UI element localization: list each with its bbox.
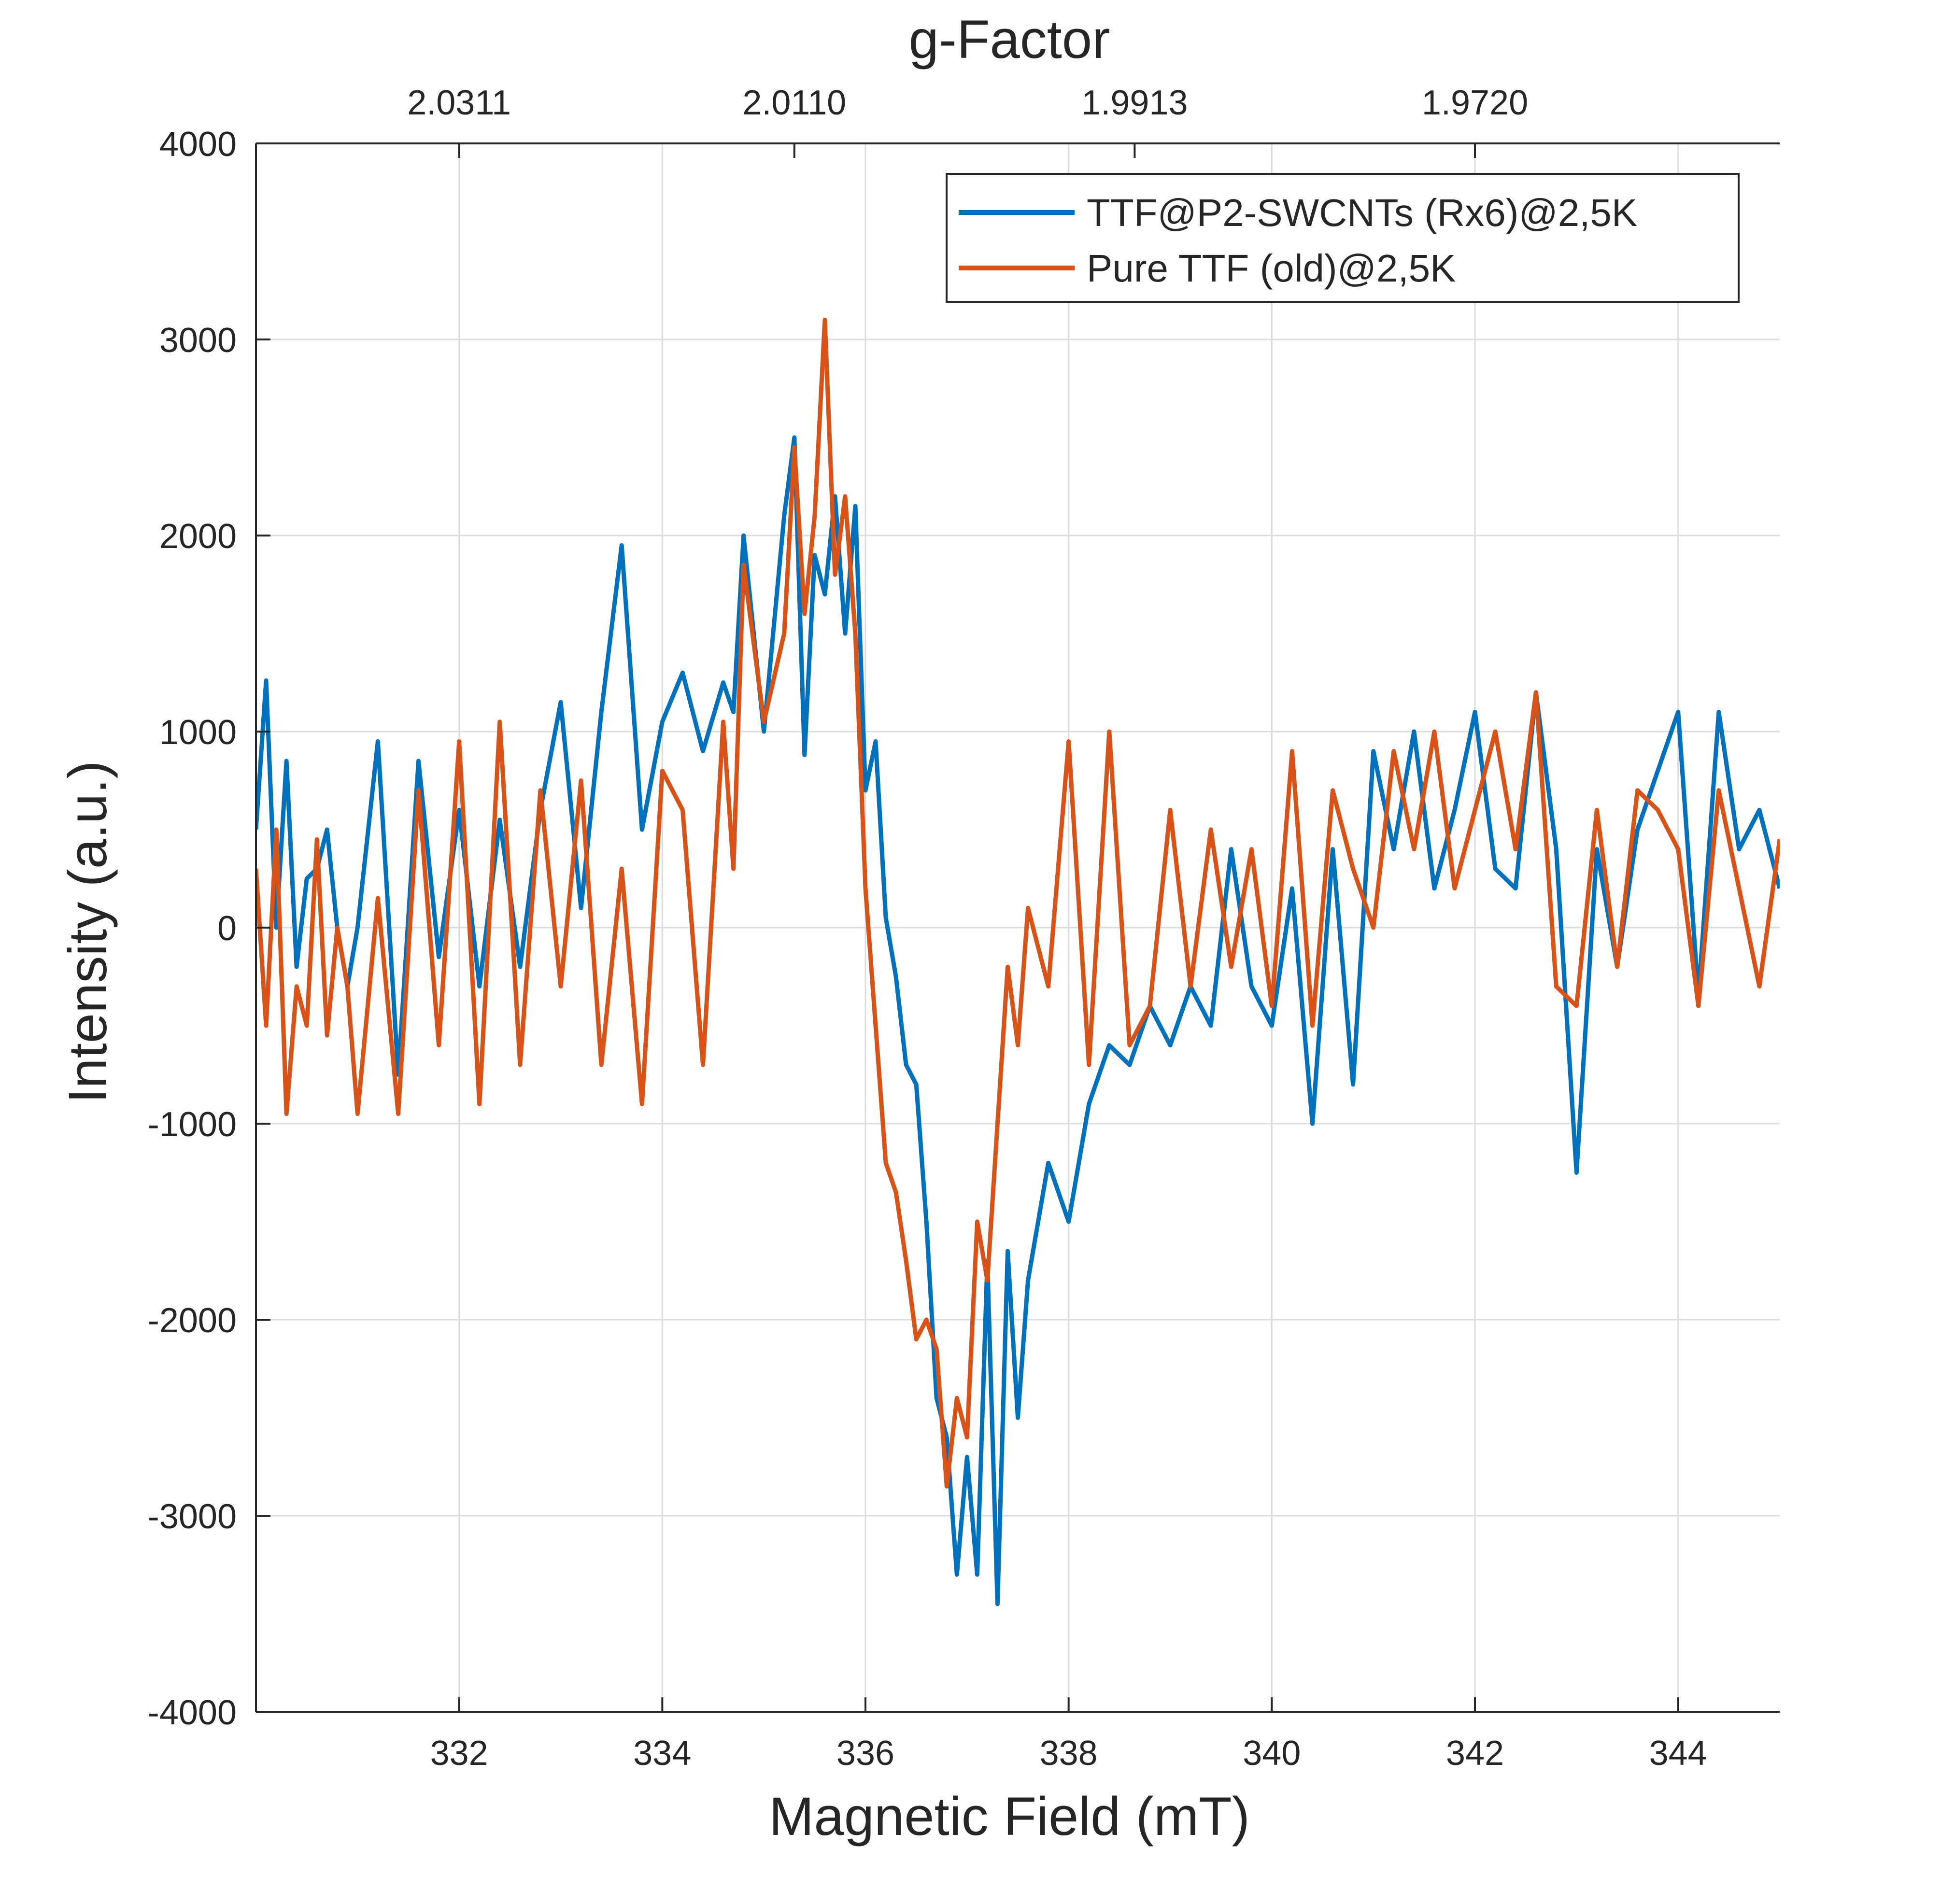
top-tick-label-1: 2.0110 (742, 84, 846, 122)
x-tick-label-6: 344 (1649, 1734, 1707, 1773)
y-tick-label-2: -2000 (148, 1301, 237, 1340)
y-axis-label: Intensity (a.u.) (57, 761, 118, 1103)
series-layer (256, 317, 1780, 1607)
legend-label-series-2: Pure TTF (old)@2,5K (1087, 247, 1456, 290)
y-tick-label-6: 2000 (159, 517, 237, 556)
x-tick-label-3: 338 (1040, 1734, 1098, 1773)
y-tick-label-4: 0 (217, 909, 237, 948)
top-tick-label-2: 1.9913 (1081, 84, 1188, 122)
axes-layer: 332 334 336 338 340 342 344 -4000 -3000 -2000 -100… (148, 84, 1780, 1773)
legend-box (946, 173, 1740, 303)
top-tick-label-3: 1.9720 (1422, 84, 1528, 122)
x-tick-label-5: 342 (1446, 1734, 1504, 1773)
legend: TTF@P2-SWCNTs (Rx6)@2,5K Pure TTF (old)@… (946, 173, 1740, 303)
x-tick-label-1: 334 (633, 1734, 691, 1773)
series-line-2 (256, 317, 1780, 1489)
top-tick-label-0: 2.0311 (407, 84, 511, 122)
legend-label-series-1: TTF@P2-SWCNTs (Rx6)@2,5K (1087, 191, 1637, 234)
y-tick-label-8: 4000 (159, 125, 237, 164)
labels-layer: g-Factor Magnetic Field (mT) Intensity (… (57, 9, 1250, 1847)
x-axis-label: Magnetic Field (mT) (769, 1786, 1250, 1847)
y-tick-label-1: -3000 (148, 1497, 237, 1536)
y-tick-label-7: 3000 (159, 321, 237, 360)
x-tick-label-4: 340 (1243, 1734, 1301, 1773)
chart-title: g-Factor (909, 9, 1110, 70)
y-tick-label-5: 1000 (159, 713, 237, 752)
x-tick-label-0: 332 (430, 1734, 488, 1773)
y-tick-label-3: -1000 (148, 1105, 237, 1144)
y-tick-label-0: -4000 (148, 1693, 237, 1732)
x-tick-label-2: 336 (836, 1734, 894, 1773)
